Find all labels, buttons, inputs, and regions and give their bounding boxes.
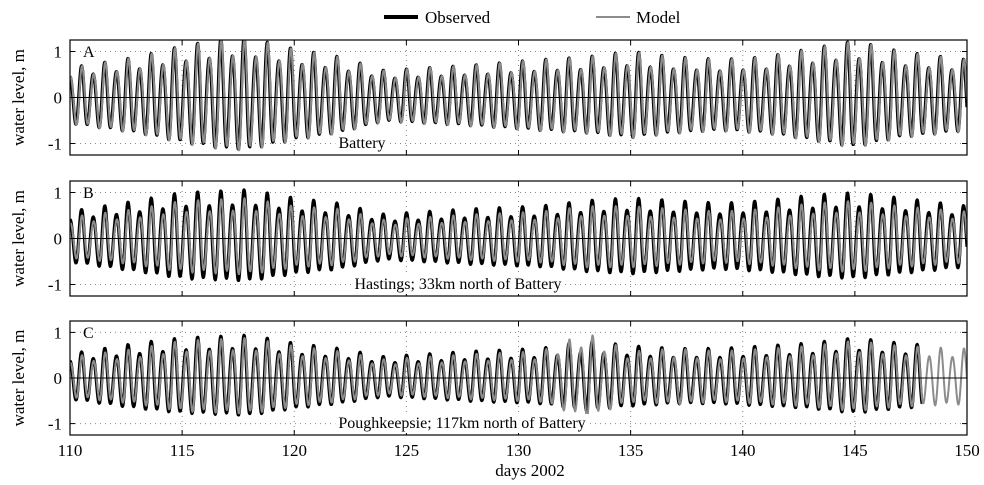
panel-letter: B: [83, 185, 94, 202]
series-group: [70, 188, 967, 283]
x-tick-label: 120: [282, 441, 308, 460]
y-tick-label: 0: [54, 369, 63, 388]
panel-a: -1 0 1 water level, m A Battery: [9, 39, 968, 156]
series-group: [70, 333, 967, 420]
station-label-bg: [335, 414, 589, 433]
panel-b: -1 0 1 water level, m B Hastings; 33km north …: [9, 180, 968, 297]
series-model-line: [70, 197, 967, 276]
series-model-line: [70, 40, 967, 152]
y-axis-title: water level, m: [9, 49, 28, 146]
y-tick-label: 1: [54, 184, 63, 203]
legend-model-label: Model: [636, 8, 681, 27]
x-tick-label: 145: [842, 441, 868, 460]
x-axis-title: days 2002: [495, 461, 564, 480]
x-tick-label: 115: [170, 441, 195, 460]
y-axis-title: water level, m: [9, 190, 28, 287]
series-group: [70, 40, 967, 152]
station-label: Poughkeepsie; 117km north of Battery: [338, 415, 585, 432]
x-tick-label: 150: [954, 441, 980, 460]
legend-observed-label: Observed: [425, 8, 491, 27]
y-tick-label: 1: [54, 323, 63, 342]
x-tick-label: 135: [618, 441, 644, 460]
y-tick-label: 0: [54, 89, 63, 108]
station-label-bg: [335, 134, 389, 153]
y-axis-title: water level, m: [9, 330, 28, 427]
panel-letter: C: [83, 325, 94, 342]
x-tick-label: 110: [58, 441, 83, 460]
x-tick-label: 130: [506, 441, 532, 460]
y-tick-label: -1: [48, 135, 62, 154]
x-axis: 110 115 120 125 130 135 140 145 150: [58, 441, 980, 460]
y-tick-label: 1: [54, 43, 63, 62]
panel-letter: A: [83, 44, 95, 61]
series-model-line: [70, 334, 967, 420]
legend: Observed Model: [384, 8, 681, 27]
x-tick-label: 125: [394, 441, 420, 460]
y-tick-label: -1: [48, 276, 62, 295]
station-label-bg: [351, 275, 565, 294]
y-tick-label: -1: [48, 415, 62, 434]
panels: -1 0 1 water level, m A Battery -1 0 1 water leve…: [9, 39, 968, 436]
y-tick-label: 0: [54, 230, 63, 249]
panel-c: -1 0 1 water level, m C Poughkeepsie; 117km n…: [9, 320, 968, 436]
station-label: Battery: [338, 135, 385, 152]
station-label: Hastings; 33km north of Battery: [354, 276, 561, 293]
x-tick-label: 140: [730, 441, 756, 460]
